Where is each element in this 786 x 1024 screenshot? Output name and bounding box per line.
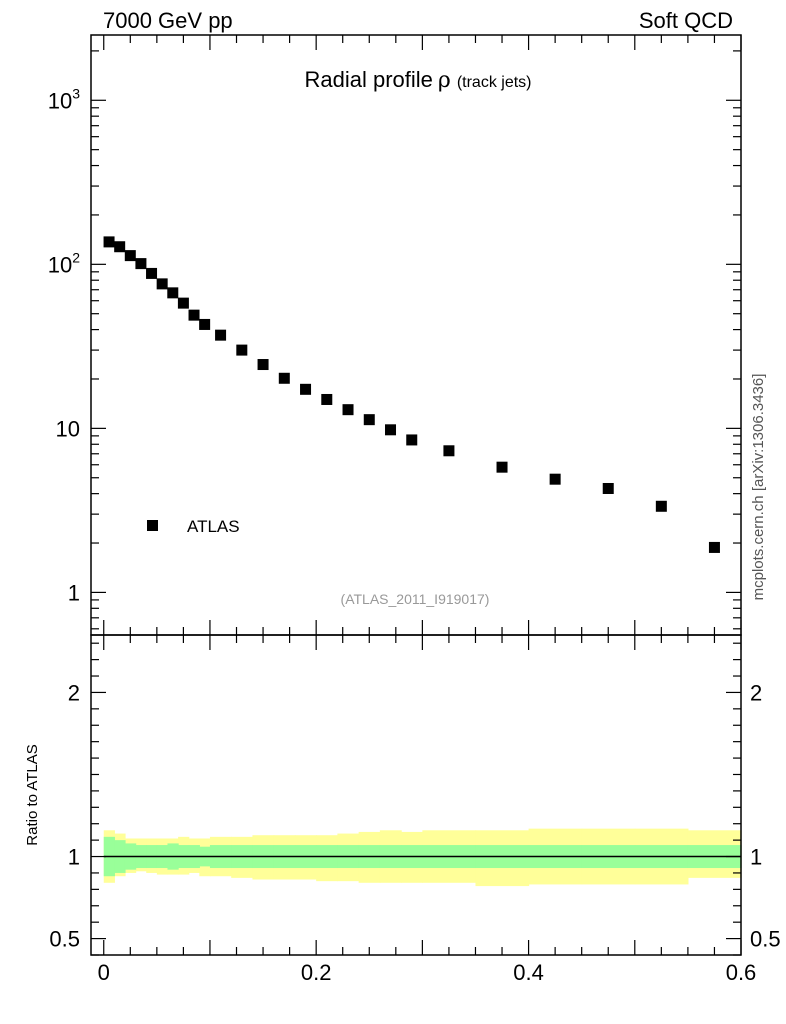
ratio-frame bbox=[90, 634, 742, 956]
data-point bbox=[385, 424, 397, 436]
data-point bbox=[188, 309, 200, 321]
data-point bbox=[602, 482, 614, 494]
legend-label-atlas: ATLAS bbox=[187, 517, 240, 536]
ratio-x-ticks: 0 0.2 0.4 0.6 bbox=[98, 635, 757, 985]
data-point bbox=[156, 278, 168, 290]
data-point bbox=[443, 445, 455, 457]
process-label: Soft QCD bbox=[639, 8, 733, 33]
data-point bbox=[177, 297, 189, 309]
data-point bbox=[496, 461, 508, 473]
data-point bbox=[708, 541, 720, 553]
ratio-y-tick-label: 1 bbox=[68, 845, 80, 870]
main-y-tick-label: 10 bbox=[56, 416, 80, 441]
legend: ATLAS bbox=[147, 517, 240, 536]
main-x-ticks bbox=[103, 35, 742, 635]
data-point bbox=[215, 329, 227, 341]
data-point bbox=[655, 500, 667, 512]
plot-title: Radial profile ρ (track jets) bbox=[304, 67, 531, 93]
data-point bbox=[135, 258, 147, 270]
ratio-uncertainty-bands bbox=[103, 828, 742, 887]
title-text: Radial profile bbox=[304, 67, 432, 92]
ratio-y-tick-label: 0.5 bbox=[49, 927, 80, 952]
data-point bbox=[257, 359, 269, 371]
x-tick-label: 0.4 bbox=[513, 960, 544, 985]
ratio-y-ticks: 2 2 1 1 0.5 0.5 bbox=[49, 642, 781, 956]
data-point bbox=[124, 250, 136, 262]
data-point bbox=[103, 236, 115, 248]
data-point bbox=[114, 241, 126, 253]
title-suffix: (track jets) bbox=[457, 74, 532, 91]
data-point bbox=[278, 372, 290, 384]
ratio-y-tick-label: 2 bbox=[68, 680, 80, 705]
data-point bbox=[321, 393, 333, 405]
main-y-tick-label: 1 bbox=[68, 580, 80, 605]
analysis-id: (ATLAS_2011_I919017) bbox=[341, 591, 490, 607]
data-point bbox=[406, 434, 418, 446]
x-tick-label: 0 bbox=[98, 960, 110, 985]
main-y-tick-label: 102 bbox=[48, 249, 80, 277]
data-point bbox=[363, 414, 375, 426]
x-tick-label: 0.6 bbox=[726, 960, 757, 985]
legend-marker bbox=[147, 520, 158, 531]
data-point bbox=[549, 473, 561, 485]
ratio-y-tick-label-right: 2 bbox=[750, 680, 762, 705]
ratio-panel: 2 2 1 1 0.5 0.5 0 0.2 0.4 0.6 Ratio to ATLAS bbox=[24, 634, 781, 985]
data-point bbox=[199, 318, 211, 330]
source-label: mcplots.cern.ch [arXiv:1306.3436] bbox=[750, 374, 767, 601]
data-point bbox=[236, 344, 248, 356]
ratio-y-tick-label-right: 1 bbox=[750, 845, 762, 870]
main-y-tick-label: 103 bbox=[48, 85, 80, 113]
title-symbol: ρ bbox=[438, 68, 451, 93]
ratio-y-axis-label: Ratio to ATLAS bbox=[24, 744, 41, 845]
x-tick-label: 0.2 bbox=[301, 960, 332, 985]
energy-label: 7000 GeV pp bbox=[103, 8, 233, 33]
data-point bbox=[146, 267, 158, 279]
data-point bbox=[342, 404, 354, 416]
data-markers bbox=[103, 236, 720, 553]
data-point bbox=[167, 287, 179, 299]
ratio-y-tick-label-right: 0.5 bbox=[750, 927, 781, 952]
data-point bbox=[300, 383, 312, 395]
main-frame bbox=[90, 34, 742, 636]
